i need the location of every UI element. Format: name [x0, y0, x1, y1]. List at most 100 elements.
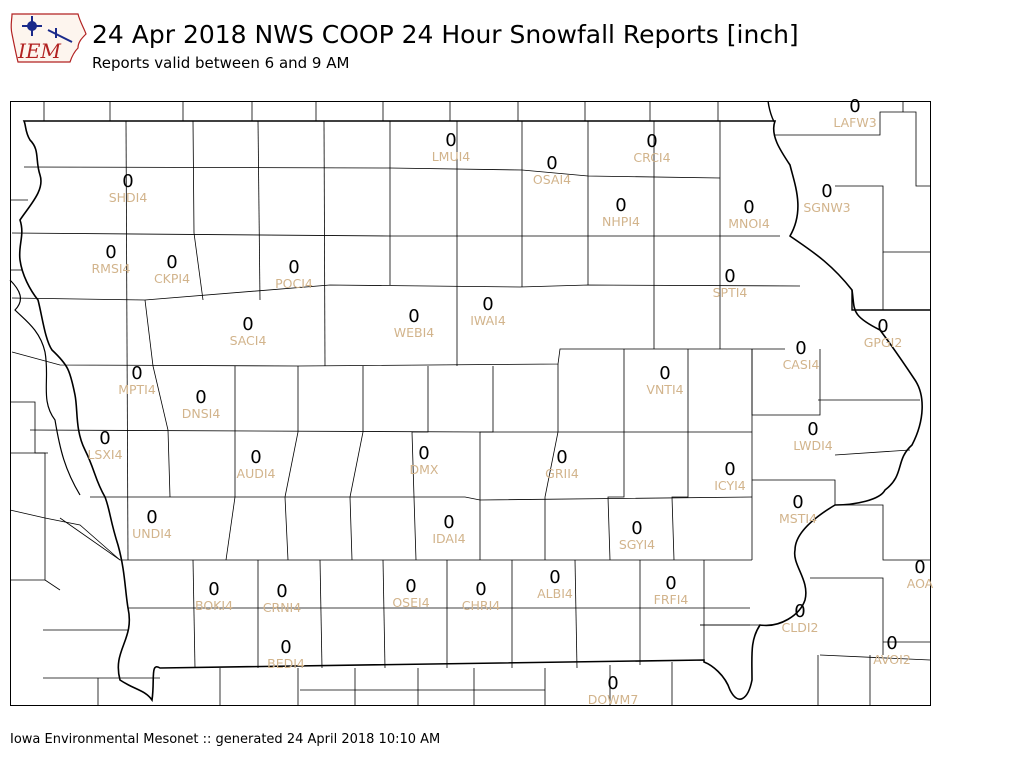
station-id-label: CASI4 — [783, 357, 820, 372]
station-value: 0 — [418, 443, 429, 464]
station-id-label: DMX — [410, 462, 439, 477]
station-value: 0 — [242, 314, 253, 335]
station-id-label: BEDI4 — [267, 656, 305, 671]
station-value: 0 — [631, 518, 642, 539]
station-value: 0 — [546, 153, 557, 174]
station-value: 0 — [914, 557, 925, 578]
station-value: 0 — [792, 492, 803, 513]
iem-logo: IEM — [10, 13, 87, 63]
station-value: 0 — [665, 573, 676, 594]
station-id-label: LAFW3 — [833, 115, 876, 130]
station-id-label: ICYI4 — [714, 478, 746, 493]
station-id-label: SGYI4 — [619, 537, 655, 552]
station-value: 0 — [276, 581, 287, 602]
station-id-label: IDAI4 — [432, 531, 465, 546]
station-value: 0 — [443, 512, 454, 533]
logo-text: IEM — [17, 39, 62, 63]
station-id-label: WEBI4 — [394, 325, 435, 340]
station-id-label: LSXI4 — [87, 447, 122, 462]
station-id-label: MSTI4 — [779, 511, 817, 526]
station-id-label: SPTI4 — [713, 285, 748, 300]
station-id-label: FRFI4 — [654, 592, 689, 607]
station-value: 0 — [795, 338, 806, 359]
map-title: 24 Apr 2018 NWS COOP 24 Hour Snowfall Re… — [92, 20, 799, 49]
station-id-label: OSAI4 — [533, 172, 571, 187]
station-value: 0 — [724, 266, 735, 287]
mississippi-river — [767, 100, 930, 311]
station-id-label: SACI4 — [230, 333, 267, 348]
station-id-label: CRCI4 — [633, 150, 670, 165]
station-value: 0 — [615, 195, 626, 216]
station-id-label: NHPI4 — [602, 214, 640, 229]
station-id-label: AVOI2 — [873, 652, 911, 667]
weather-icon — [22, 16, 73, 43]
station-value: 0 — [99, 428, 110, 449]
station-value: 0 — [886, 633, 897, 654]
station-id-label: CRNI4 — [263, 600, 301, 615]
station-id-label: SHDI4 — [109, 190, 148, 205]
footer-credit: Iowa Environmental Mesonet :: generated … — [10, 732, 441, 747]
station-id-label: CHRI4 — [462, 598, 500, 613]
station-value: 0 — [195, 387, 206, 408]
station-id-label: AOA — [907, 576, 934, 591]
station-id-label: RMSI4 — [91, 261, 130, 276]
map-frame — [10, 101, 931, 706]
station-id-label: GRII4 — [545, 466, 579, 481]
station-value: 0 — [482, 294, 493, 315]
station-value: 0 — [122, 171, 133, 192]
station-value: 0 — [445, 130, 456, 151]
station-value: 0 — [208, 579, 219, 600]
station-id-label: CLDI2 — [782, 620, 819, 635]
station-id-label: MPTI4 — [118, 382, 156, 397]
missouri-river — [9, 279, 81, 496]
station-value: 0 — [146, 507, 157, 528]
station-value: 0 — [408, 306, 419, 327]
station-value: 0 — [475, 579, 486, 600]
county-boundaries — [9, 101, 931, 706]
station-value: 0 — [280, 637, 291, 658]
station-value: 0 — [821, 181, 832, 202]
station-value: 0 — [166, 252, 177, 273]
station-value: 0 — [743, 197, 754, 218]
station-id-label: POCI4 — [275, 276, 313, 291]
station-id-label: ALBI4 — [537, 586, 573, 601]
station-value: 0 — [250, 447, 261, 468]
map-subtitle: Reports valid between 6 and 9 AM — [92, 54, 350, 72]
station-value: 0 — [288, 257, 299, 278]
station-id-label: GPGI2 — [864, 335, 903, 350]
station-id-label: VNTI4 — [646, 382, 683, 397]
station-value: 0 — [105, 242, 116, 263]
station-id-label: OSEI4 — [392, 595, 429, 610]
station-value: 0 — [405, 576, 416, 597]
